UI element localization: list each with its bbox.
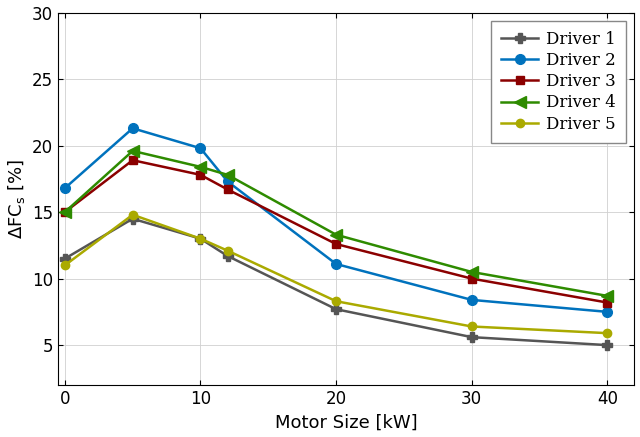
Driver 1 — [224, 253, 232, 259]
Legend: Driver 1, Driver 2, Driver 3, Driver 4, Driver 5: Driver 1, Driver 2, Driver 3, Driver 4, … — [492, 21, 626, 142]
Driver 5 — [129, 212, 136, 217]
Driver 4 — [129, 148, 136, 153]
Driver 3 — [332, 241, 340, 246]
Driver 1 — [332, 307, 340, 312]
Driver 3 — [61, 209, 68, 215]
Line: Driver 3: Driver 3 — [61, 156, 611, 307]
Driver 2 — [129, 126, 136, 131]
Driver 1 — [196, 236, 204, 241]
Driver 1 — [468, 334, 476, 340]
Driver 2 — [196, 146, 204, 151]
Driver 1 — [61, 256, 68, 261]
Driver 2 — [332, 261, 340, 267]
Y-axis label: $\Delta$FC$_\mathrm{s}$ [%]: $\Delta$FC$_\mathrm{s}$ [%] — [6, 159, 26, 239]
Driver 3 — [129, 158, 136, 163]
Line: Driver 1: Driver 1 — [60, 214, 612, 350]
Driver 5 — [196, 236, 204, 241]
Driver 1 — [604, 343, 611, 348]
Driver 4 — [61, 209, 68, 215]
X-axis label: Motor Size [kW]: Motor Size [kW] — [275, 413, 417, 431]
Driver 2 — [468, 297, 476, 302]
Driver 4 — [468, 269, 476, 274]
Driver 2 — [61, 186, 68, 191]
Driver 5 — [224, 248, 232, 253]
Driver 4 — [196, 164, 204, 170]
Line: Driver 2: Driver 2 — [60, 123, 612, 317]
Driver 4 — [604, 293, 611, 298]
Driver 5 — [332, 298, 340, 304]
Driver 4 — [224, 172, 232, 177]
Driver 3 — [468, 276, 476, 281]
Driver 2 — [604, 309, 611, 315]
Driver 2 — [224, 179, 232, 184]
Line: Driver 5: Driver 5 — [61, 211, 611, 337]
Driver 5 — [604, 330, 611, 336]
Driver 5 — [61, 263, 68, 268]
Driver 3 — [224, 187, 232, 192]
Driver 4 — [332, 232, 340, 237]
Driver 3 — [604, 300, 611, 305]
Driver 3 — [196, 172, 204, 177]
Driver 5 — [468, 324, 476, 329]
Driver 1 — [129, 216, 136, 222]
Line: Driver 4: Driver 4 — [60, 146, 613, 302]
